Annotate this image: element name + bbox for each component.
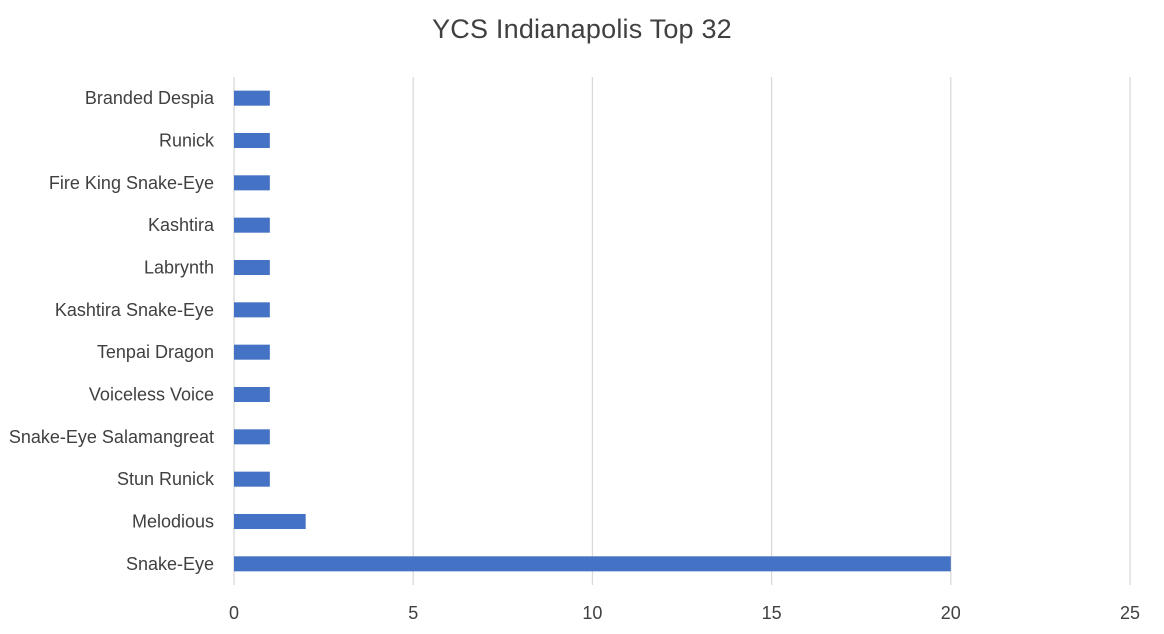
x-tick-label: 20 [941, 603, 961, 623]
category-label: Stun Runick [117, 469, 215, 489]
bar-4 [234, 259, 270, 276]
category-label: Tenpai Dragon [97, 342, 214, 362]
x-tick-label: 0 [229, 603, 239, 623]
bar-5 [234, 302, 270, 318]
category-label: Snake-Eye Salamangreat [9, 427, 214, 447]
category-label: Kashtira [148, 215, 215, 235]
category-labels: Branded Despia Runick Fire King Snake-Eye K… [9, 88, 215, 574]
bar-10 [234, 513, 306, 530]
bar-11 [234, 556, 951, 572]
x-tick-labels: 0 5 10 15 20 25 [229, 603, 1140, 623]
category-label: Branded Despia [85, 88, 215, 108]
x-tick-label: 25 [1120, 603, 1140, 623]
x-tick-label: 5 [408, 603, 418, 623]
x-tick-label: 10 [582, 603, 602, 623]
bar-2 [234, 175, 270, 191]
x-tick-label: 15 [762, 603, 782, 623]
category-label: Runick [159, 131, 215, 151]
bar-0 [234, 90, 270, 106]
bar-7 [234, 386, 270, 403]
category-label: Kashtira Snake-Eye [55, 300, 214, 320]
category-label: Fire King Snake-Eye [49, 173, 214, 193]
chart-title: YCS Indianapolis Top 32 [432, 14, 732, 44]
gridlines [233, 77, 1131, 585]
bar-9 [234, 471, 270, 487]
bar-1 [234, 132, 270, 149]
bar-8 [234, 429, 270, 445]
category-label: Labrynth [144, 258, 214, 278]
category-label: Voiceless Voice [89, 385, 214, 405]
bars [234, 90, 951, 572]
bar-6 [234, 344, 270, 360]
category-label: Melodious [132, 512, 214, 532]
category-label: Snake-Eye [126, 554, 214, 574]
bar-3 [234, 217, 270, 233]
